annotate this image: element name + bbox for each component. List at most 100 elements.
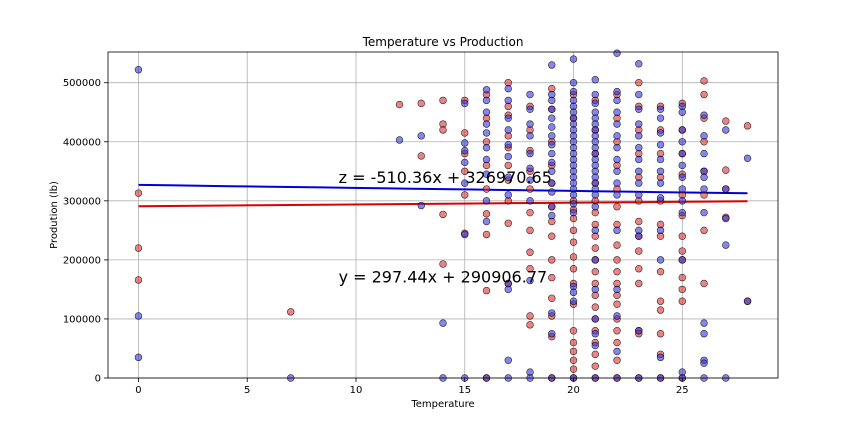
data-point-blue [569,297,578,305]
data-point-blue [504,126,512,134]
data-point-blue [504,114,512,122]
y-tick-label: 100000 [63,314,101,325]
data-point-blue [569,191,578,199]
data-point-red [287,308,295,316]
data-point-blue [482,197,491,205]
data-point-red [656,267,665,276]
data-point-blue [613,96,621,105]
data-point-blue [656,141,665,149]
data-point-blue [504,141,512,149]
data-point-blue [504,285,512,294]
data-point-blue [526,120,534,128]
data-point-blue [591,203,599,211]
data-point-blue [417,132,425,140]
data-point-red [526,208,534,217]
data-point-red [395,100,404,109]
data-point-red [526,226,534,235]
y-tick-label: 200000 [63,255,101,266]
data-point-blue [569,87,578,96]
data-point-red [526,248,534,256]
data-point-blue [743,154,752,163]
data-point-red [461,129,469,137]
data-point-blue [461,146,469,155]
data-point-red [635,217,643,226]
data-point-blue [548,96,556,105]
data-point-blue [482,96,491,105]
data-point-blue [439,319,447,327]
data-point-blue [635,167,643,175]
data-point-red [439,210,447,219]
data-point-red [504,219,512,227]
data-point-blue [526,276,534,285]
data-point-red [134,276,143,284]
data-point-blue [635,327,643,335]
data-point-blue [482,129,491,137]
data-point-blue [656,179,665,187]
data-point-red [700,90,708,99]
data-point-blue [548,203,556,211]
data-point-red [569,338,578,347]
data-point-blue [482,143,491,152]
data-point-blue [591,191,599,199]
data-point-blue [482,108,491,116]
data-point-red [656,297,665,305]
data-point-blue [548,158,556,167]
data-point-blue [678,149,686,158]
data-point-blue [134,312,143,320]
data-point-blue [504,356,512,364]
data-point-blue [548,141,556,149]
data-point-blue [548,330,556,338]
data-point-blue [461,230,469,239]
data-point-blue [482,120,491,128]
data-point-blue [678,126,686,134]
x-tick-label: 15 [458,385,471,396]
data-point-red [591,350,599,359]
data-point-red [482,286,491,295]
data-point-blue [656,129,665,137]
data-point-blue [700,359,708,367]
data-point-blue [613,132,621,140]
data-point-red [569,253,578,261]
y-tick-label: 0 [95,374,101,385]
data-point-red [613,203,621,211]
trend-line [138,200,748,208]
data-point-blue [591,76,599,84]
data-point-red [700,279,708,288]
data-point-blue [526,90,534,99]
data-point-red [722,166,730,174]
x-tick-label: 0 [135,385,141,396]
y-tick-label: 400000 [63,137,101,148]
data-point-blue [635,155,643,164]
data-point-red [439,260,447,268]
data-point-blue [482,217,491,226]
data-point-red [700,77,708,85]
data-point-red [548,232,556,240]
data-point-red [134,244,143,252]
data-point-red [417,99,425,108]
data-point-red [635,247,643,255]
data-point-blue [504,152,512,161]
data-point-blue [548,179,556,187]
data-point-blue [548,188,556,196]
data-point-red [439,96,447,105]
equation-label: z = -510.36x + 326970.65 [339,168,552,187]
data-point-blue [548,211,556,220]
data-point-blue [613,120,621,128]
data-point-blue [656,256,665,264]
data-point-red [591,267,599,276]
data-point-red [526,312,534,320]
data-point-blue [613,312,621,320]
data-point-blue [635,191,643,199]
y-axis-ticks: 0 100000 200000 300000 400000 500000 [63,78,108,385]
data-point-red [613,267,621,276]
data-point-blue [613,285,621,294]
data-point-blue [591,330,599,338]
data-point-red [526,321,534,329]
x-tick-label: 25 [676,385,689,396]
data-point-red [569,356,578,364]
data-point-blue [656,155,665,164]
data-point-red [548,294,556,302]
x-axis-ticks: 0 5 10 15 20 25 [135,378,689,396]
data-point-blue [635,232,643,240]
data-point-blue [461,99,469,108]
